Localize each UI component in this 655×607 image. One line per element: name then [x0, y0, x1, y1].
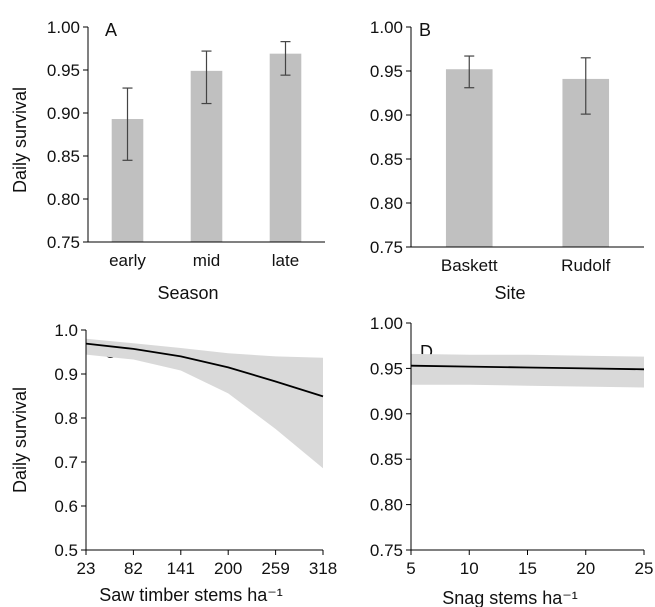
panel-d-confidence-band	[411, 353, 644, 388]
panel-b-x-label: Site	[494, 283, 525, 303]
panel-d: D Snag stems ha⁻¹ 5 10 15 20 250.750.800.850…	[370, 314, 654, 607]
panel-d-x-tick-label: 25	[635, 559, 654, 578]
panel-d-y-tick-label: 0.80	[370, 496, 403, 515]
panel-c-y-tick-label: 0.7	[54, 453, 78, 472]
panel-b-y-tick-label: 0.80	[370, 194, 403, 213]
panel-b-y-tick-label: 0.95	[370, 62, 403, 81]
panel-a-y-tick-label: 0.85	[47, 147, 80, 166]
panel-b-bar-baskett	[445, 69, 493, 248]
panel-c-y-tick-label: 0.5	[54, 541, 78, 560]
panel-c-confidence-band	[86, 338, 323, 469]
panel-c-x-tick-label: 141	[167, 559, 195, 578]
panel-c-y-tick-label: 1.0	[54, 321, 78, 340]
panel-b-x-tick-label: Rudolf	[561, 256, 610, 275]
panel-c-fit-line	[85, 342, 324, 398]
panel-c-x-label: Saw timber stems ha⁻¹	[99, 585, 283, 605]
panel-a: A Daily survival Season early mid late 0.75…	[10, 18, 325, 303]
panel-d-x-tick-label: 10	[460, 559, 479, 578]
panel-d-y-tick-label: 0.95	[370, 359, 403, 378]
panel-letter-b: B	[419, 20, 431, 40]
panel-d-y-tick-label: 0.85	[370, 450, 403, 469]
panel-d-y-tick-label: 0.75	[370, 541, 403, 560]
panel-a-x-tick-label: early	[109, 251, 146, 270]
panel-letter-a: A	[105, 20, 117, 40]
panel-b-y-tick-label: 0.90	[370, 106, 403, 125]
panel-a-x-tick-label: mid	[193, 251, 220, 270]
panel-b-y-tick-label: 1.00	[370, 18, 403, 37]
panel-c-x-tick-label: 82	[124, 559, 143, 578]
panel-b-y-tick-label: 0.85	[370, 150, 403, 169]
panel-d-x-tick-label: 15	[518, 559, 537, 578]
panel-a-y-tick-label: 1.00	[47, 18, 80, 37]
panel-b-y-tick-label: 0.75	[370, 238, 403, 257]
panel-c-x-tick-label: 318	[309, 559, 337, 578]
panel-c-y-tick-label: 0.8	[54, 409, 78, 428]
panel-c-y-tick-label: 0.9	[54, 365, 78, 384]
panel-a-x-tick-label: late	[272, 251, 299, 270]
panel-a-y-tick-label: 0.75	[47, 233, 80, 252]
panel-a-y-tick-label: 0.95	[47, 61, 80, 80]
panel-d-x-tick-label: 5	[406, 559, 415, 578]
panel-a-y-label: Daily survival	[10, 87, 30, 193]
panel-d-x-tick-label: 20	[576, 559, 595, 578]
panel-d-fit-line	[410, 364, 645, 371]
panel-b-x-tick-label: Baskett	[441, 256, 498, 275]
panel-a-y-tick-label: 0.80	[47, 190, 80, 209]
panel-a-x-label: Season	[157, 283, 218, 303]
panel-d-y-tick-label: 1.00	[370, 314, 403, 333]
panel-b: B Site Baskett Rudolf 0.75 0.80 0.85 0.90 0.95…	[370, 18, 644, 303]
panel-a-y-tick-label: 0.90	[47, 104, 80, 123]
panel-c-x-tick-label: 259	[261, 559, 289, 578]
panel-c-y-label: Daily survival	[10, 387, 30, 493]
panel-c-y-tick-label: 0.6	[54, 497, 78, 516]
panel-d-x-label: Snag stems ha⁻¹	[442, 588, 578, 607]
panel-c-x-tick-label: 200	[214, 559, 242, 578]
panel-d-y-tick-label: 0.90	[370, 405, 403, 424]
panel-a-bar-late	[269, 53, 302, 242]
panel-c: C Daily survival Saw timber stems ha⁻¹ 2…	[10, 321, 337, 605]
panel-c-x-tick-label: 23	[77, 559, 96, 578]
